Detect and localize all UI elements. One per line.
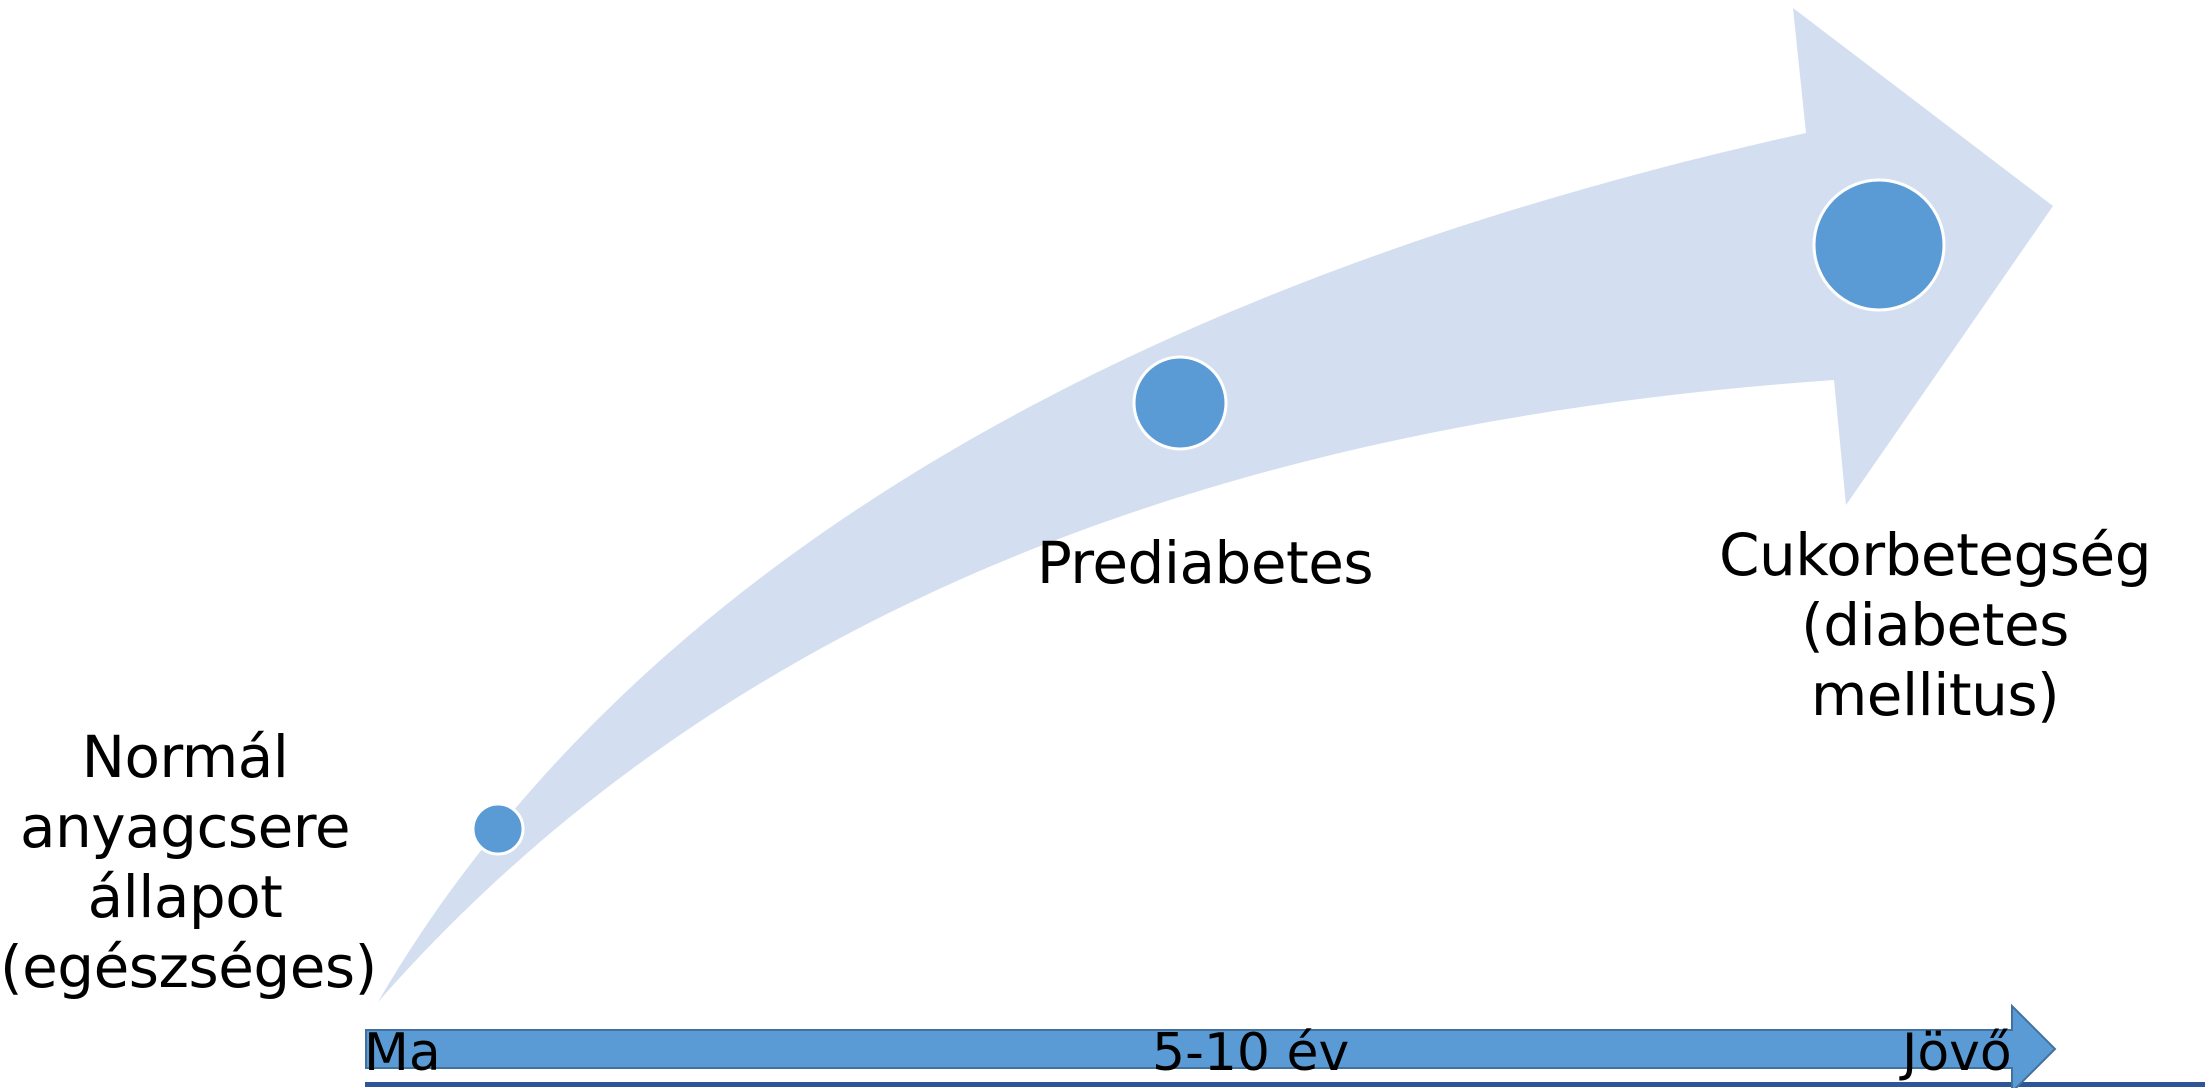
progression-arrow bbox=[378, 8, 2053, 1002]
stage-dot-diabetes bbox=[1812, 178, 1946, 312]
timeline-arrow bbox=[365, 1003, 2057, 1088]
stage-dot-prediabetes bbox=[1132, 355, 1228, 451]
timeline-label-start: Ma bbox=[364, 1023, 441, 1083]
stage-label-prediabetes: Prediabetes bbox=[1036, 529, 1374, 597]
stage-label-diabetes: Cukorbetegség (diabetes mellitus) bbox=[1718, 521, 2152, 729]
stage-label-normal: Normál anyagcsere állapot (egészséges) bbox=[0, 723, 377, 1001]
stage-dot-normal bbox=[471, 802, 525, 856]
timeline-label-middle: 5-10 év bbox=[1152, 1023, 1350, 1083]
timeline-baseline bbox=[365, 1082, 2205, 1087]
timeline-label-end: Jövő bbox=[1902, 1023, 2012, 1083]
